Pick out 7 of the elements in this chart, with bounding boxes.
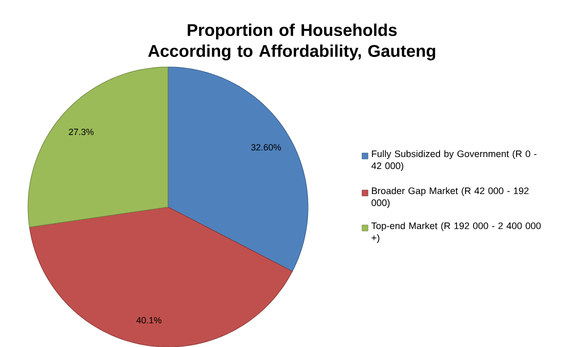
data-label: 32.60%	[251, 144, 281, 150]
chart-title: Proportion of Households According to Affordability, Gauteng	[148, 24, 436, 60]
legend-label: Broader Gap Market (R 42 000 - 192 000)	[372, 187, 529, 208]
legend-label: Fully Subsidized by Government (R 0 - 42 000)	[371, 150, 536, 171]
data-label: 40.1%	[136, 317, 162, 324]
legend-label: Top-end Market (R 192 000 - 2 400 000 +)	[371, 222, 541, 243]
data-label: 27.3%	[68, 128, 94, 136]
